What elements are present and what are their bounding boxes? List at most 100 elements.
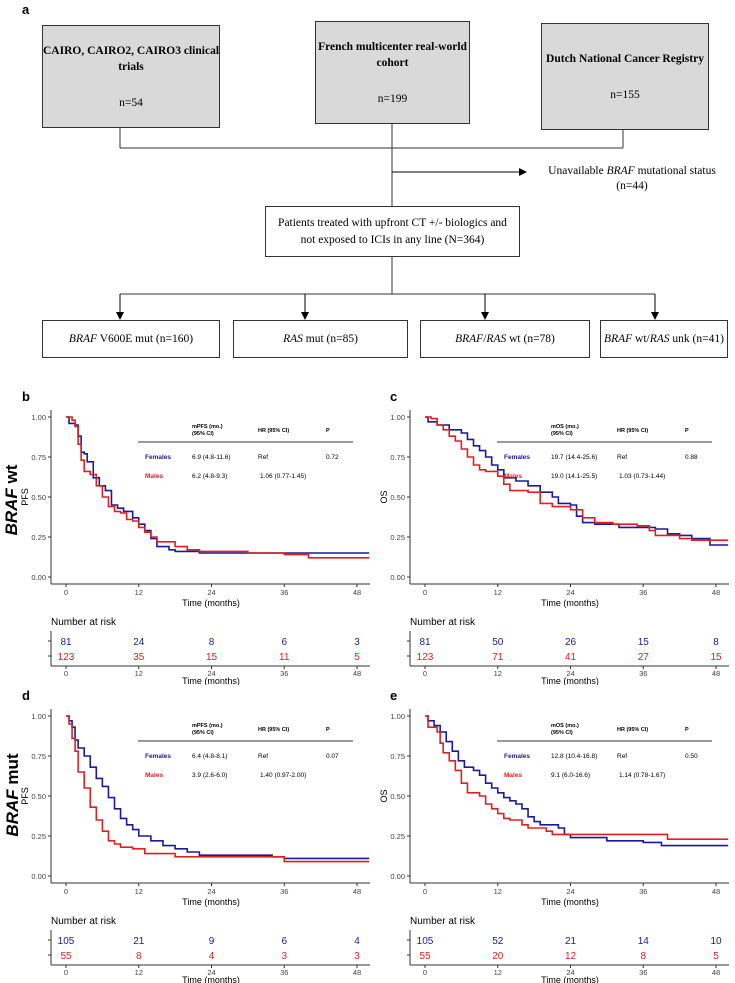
- risk-count-males: 123: [417, 652, 434, 663]
- x-axis-label: Time (months): [182, 598, 240, 608]
- risk-count-females: 8: [209, 637, 215, 648]
- x-tick-label: 24: [207, 588, 215, 597]
- risk-count-females: 50: [492, 637, 504, 648]
- risk-x-tick-label: 48: [353, 968, 361, 977]
- table-header: mOS (mo.): [551, 723, 579, 729]
- risk-count-females: 26: [565, 637, 577, 648]
- risk-x-tick-label: 36: [280, 968, 288, 977]
- table-median: 19.0 (14.1-25.5): [551, 473, 597, 480]
- group-box: BRAF V600E mut (n=160): [42, 320, 220, 358]
- x-tick-label: 48: [353, 588, 361, 597]
- gene: RAS: [283, 333, 303, 345]
- y-tick-label: 1.00: [390, 413, 405, 422]
- risk-x-tick-label: 36: [639, 968, 647, 977]
- risk-count-males: 41: [565, 652, 577, 663]
- risk-count-males: 71: [492, 652, 504, 663]
- risk-title: Number at risk: [410, 916, 476, 927]
- gene: RAS: [649, 333, 670, 345]
- source-title: French multicenter real-world cohort: [318, 40, 467, 69]
- x-tick-label: 12: [494, 887, 502, 896]
- y-tick-label: 0.25: [390, 832, 405, 841]
- y-tick-label: 0.25: [390, 533, 405, 542]
- risk-count-females: 24: [133, 637, 145, 648]
- risk-x-tick-label: 0: [423, 669, 427, 678]
- x-tick-label: 36: [639, 887, 647, 896]
- x-tick-label: 36: [280, 887, 288, 896]
- source-box-dutch: Dutch National Cancer Registry n=155: [541, 23, 709, 130]
- table-header: mOS (mo.): [551, 424, 579, 430]
- source-title: CAIRO, CAIRO2, CAIRO3 clinical trials: [43, 44, 220, 73]
- x-tick-label: 24: [566, 887, 574, 896]
- risk-count-males: 27: [638, 652, 650, 663]
- source-count: n=199: [377, 93, 408, 106]
- risk-x-tick-label: 24: [207, 968, 215, 977]
- x-axis-label: Time (months): [541, 598, 599, 608]
- table-header: HR (95% CI): [617, 428, 648, 434]
- excluded-note: Unavailable BRAF mutational status (n=44…: [532, 164, 732, 194]
- y-tick-label: 0.00: [390, 573, 405, 582]
- y-tick-label: 0.00: [31, 573, 46, 582]
- table-group: Females: [145, 753, 171, 760]
- risk-count-females: 6: [281, 637, 287, 648]
- risk-x-tick-label: 48: [353, 669, 361, 678]
- risk-x-tick-label: 0: [423, 968, 427, 977]
- table-hr: 1.40 (0.97-2.00): [260, 772, 306, 779]
- km-curve-males: [66, 715, 370, 863]
- y-tick-label: 0.75: [31, 752, 46, 761]
- x-tick-label: 24: [566, 588, 574, 597]
- risk-x-tick-label: 48: [712, 669, 720, 678]
- x-tick-label: 48: [712, 588, 720, 597]
- y-tick-label: 0.00: [390, 872, 405, 881]
- risk-count-females: 14: [638, 936, 650, 947]
- x-tick-label: 12: [135, 887, 143, 896]
- group-text: V600E mut (n=160): [97, 333, 194, 345]
- km-curve-females: [66, 715, 370, 860]
- risk-x-tick-label: 48: [712, 968, 720, 977]
- y-axis-label: OS: [379, 490, 389, 503]
- risk-x-tick-label: 0: [64, 669, 68, 678]
- table-header: (95% CI): [192, 730, 214, 736]
- risk-x-tick-label: 24: [207, 669, 215, 678]
- gene: BRAF: [455, 333, 484, 345]
- excluded-gene: BRAF: [606, 165, 635, 177]
- table-group: Males: [145, 473, 163, 480]
- risk-count-females: 8: [713, 637, 719, 648]
- risk-x-tick-label: 12: [135, 968, 143, 977]
- risk-count-males: 3: [281, 951, 287, 962]
- table-p: 0.50: [685, 753, 698, 760]
- x-tick-label: 48: [712, 887, 720, 896]
- table-median: 9.1 (6.0-16.6): [551, 772, 590, 779]
- x-tick-label: 0: [423, 588, 427, 597]
- y-axis-label: PFS: [20, 787, 30, 805]
- center-text: Patients treated with upfront CT +/- bio…: [278, 217, 507, 246]
- risk-x-tick-label: 36: [280, 669, 288, 678]
- km-curve-females: [425, 715, 729, 847]
- table-group: Females: [504, 753, 530, 760]
- risk-count-males: 55: [419, 951, 431, 962]
- panel-letter: d: [22, 688, 30, 703]
- panel-letter: c: [390, 389, 397, 404]
- y-tick-label: 0.00: [31, 872, 46, 881]
- group-text: /: [483, 333, 487, 345]
- group-text: wt (n=78): [506, 333, 555, 345]
- x-tick-label: 36: [280, 588, 288, 597]
- table-hr: Ref: [617, 454, 627, 461]
- panel-letter: b: [22, 389, 30, 404]
- x-tick-label: 12: [135, 588, 143, 597]
- risk-count-females: 10: [710, 936, 722, 947]
- table-median: 6.9 (4.8-11.6): [192, 454, 231, 461]
- flowchart-connectors: [116, 124, 659, 320]
- km-curve-males: [425, 416, 729, 541]
- risk-x-axis-label: Time (months): [182, 676, 240, 685]
- risk-count-females: 9: [209, 936, 215, 947]
- group-text: mut (n=85): [302, 333, 358, 345]
- x-tick-label: 48: [353, 887, 361, 896]
- risk-x-axis-label: Time (months): [541, 676, 599, 685]
- risk-count-males: 5: [713, 951, 719, 962]
- x-tick-label: 36: [639, 588, 647, 597]
- table-median: 6.4 (4.8-8.1): [192, 753, 227, 760]
- x-tick-label: 0: [64, 887, 68, 896]
- risk-x-tick-label: 12: [135, 669, 143, 678]
- risk-count-males: 8: [640, 951, 646, 962]
- table-p: 0.88: [685, 454, 698, 461]
